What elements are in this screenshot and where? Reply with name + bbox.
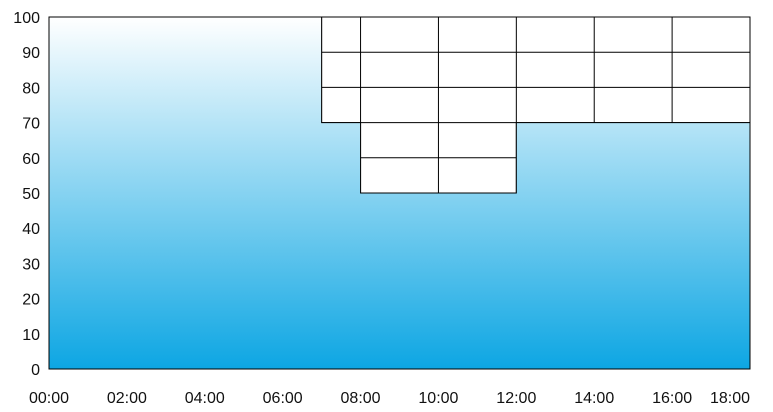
x-tick-label: 14:00 <box>574 390 614 407</box>
x-tick-label: 00:00 <box>29 390 69 407</box>
x-tick-label: 16:00 <box>652 390 692 407</box>
y-tick-label: 0 <box>31 362 40 379</box>
y-tick-label: 40 <box>22 221 40 238</box>
y-tick-label: 100 <box>13 10 40 27</box>
y-tick-label: 20 <box>22 292 40 309</box>
y-tick-label: 30 <box>22 256 40 273</box>
x-tick-label: 18:00 <box>710 390 750 407</box>
x-tick-label: 08:00 <box>341 390 381 407</box>
y-tick-label: 90 <box>22 45 40 62</box>
plot-border <box>48 16 751 370</box>
x-tick-label: 02:00 <box>107 390 147 407</box>
x-tick-label: 10:00 <box>418 390 458 407</box>
x-tick-label: 12:00 <box>496 390 536 407</box>
area-top-edge <box>321 17 750 194</box>
x-axis-tick-labels: 00:00 02:00 04:00 06:00 08:00 10:00 12:00 14:00… <box>29 390 750 407</box>
y-tick-label: 50 <box>22 186 40 203</box>
y-tick-label: 70 <box>22 116 40 133</box>
y-tick-label: 60 <box>22 151 40 168</box>
y-tick-label: 10 <box>22 327 40 344</box>
x-tick-label: 04:00 <box>185 390 225 407</box>
x-tick-label: 06:00 <box>263 390 303 407</box>
y-tick-label: 80 <box>22 80 40 97</box>
y-axis-tick-labels: 0 10 20 30 40 50 60 70 80 90 100 <box>13 10 40 379</box>
series-area <box>49 17 750 369</box>
